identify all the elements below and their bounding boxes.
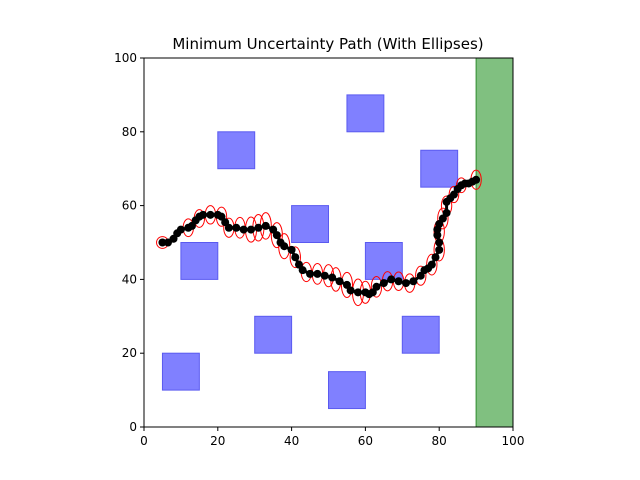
path-point-11 xyxy=(206,210,215,219)
path-point-52 xyxy=(435,238,444,247)
axes: 0 20 40 60 80 100 0 20 40 60 80 100 xyxy=(114,51,524,448)
path-point-66 xyxy=(472,175,481,184)
axes-frame xyxy=(143,57,514,428)
uncertainty-ellipse-29 xyxy=(437,207,449,230)
path-point-42 xyxy=(387,275,396,284)
obstacle-4 xyxy=(254,315,293,354)
obstacle-6 xyxy=(328,371,366,410)
path-point-43 xyxy=(394,277,403,286)
path-point-36 xyxy=(354,288,363,297)
path-point-19 xyxy=(254,223,263,232)
obstacle-2 xyxy=(180,242,219,280)
path-point-51 xyxy=(435,245,444,254)
x-tick-label-5: 80 xyxy=(432,434,447,448)
path-point-44 xyxy=(401,279,410,288)
obstacle-10 xyxy=(420,149,459,188)
uncertainty-ellipse-12 xyxy=(278,233,291,260)
path-point-5 xyxy=(176,225,185,234)
uncertainty-ellipse-18 xyxy=(340,271,353,298)
y-tick-label-2: 20 xyxy=(122,346,137,360)
path-point-31 xyxy=(320,271,329,280)
y-tick-label-5: 80 xyxy=(122,125,137,139)
path-point-29 xyxy=(306,269,315,278)
uncertainty-ellipse-13 xyxy=(289,246,301,269)
path-point-50 xyxy=(431,253,440,262)
path-point-18 xyxy=(247,225,256,234)
x-tick-label-1: 0 xyxy=(140,434,148,448)
path-point-20 xyxy=(261,221,270,230)
uncertainty-ellipse-11 xyxy=(270,222,283,249)
y-tick-label-4: 60 xyxy=(122,199,137,213)
path-point-26 xyxy=(291,253,300,262)
obstacle-8 xyxy=(364,242,403,280)
path-point-33 xyxy=(335,277,344,286)
uncertainty-ellipse-21 xyxy=(370,275,383,298)
obstacle-1 xyxy=(161,352,200,391)
path-point-49 xyxy=(427,260,436,269)
path-point-41 xyxy=(379,279,388,288)
x-tick-label-3: 40 xyxy=(284,434,299,448)
y-tick-label-6: 100 xyxy=(114,51,137,65)
path-point-15 xyxy=(224,223,233,232)
path-point-16 xyxy=(232,223,241,232)
uncertainty-ellipse-25 xyxy=(415,265,427,286)
path-point-40 xyxy=(372,282,381,291)
path-point-24 xyxy=(280,242,289,251)
x-tick-label-6: 100 xyxy=(502,434,525,448)
obstacle-7 xyxy=(346,94,385,133)
obstacle-3 xyxy=(217,131,256,170)
path-point-53 xyxy=(433,231,442,240)
path-point-45 xyxy=(409,277,418,286)
path-point-32 xyxy=(328,273,337,282)
chart-title: Minimum Uncertainty Path (With Ellipses) xyxy=(172,35,483,53)
path-point-25 xyxy=(287,245,296,254)
goal-region xyxy=(475,57,514,428)
path-point-10 xyxy=(199,210,208,219)
path-point-30 xyxy=(313,269,322,278)
obstacle-9 xyxy=(401,315,440,354)
path-point-1 xyxy=(158,238,167,247)
path-point-17 xyxy=(239,225,248,234)
path-point-35 xyxy=(346,286,355,295)
path-point-28 xyxy=(298,266,307,275)
x-tick-label-2: 20 xyxy=(210,434,225,448)
y-tick-label-1: 0 xyxy=(129,420,137,434)
y-tick-label-3: 40 xyxy=(122,272,137,286)
path-point-22 xyxy=(272,231,281,240)
obstacle-5 xyxy=(291,205,330,244)
path-point-57 xyxy=(442,208,451,217)
x-tick-label-4: 60 xyxy=(358,434,373,448)
plot-area xyxy=(156,57,514,428)
